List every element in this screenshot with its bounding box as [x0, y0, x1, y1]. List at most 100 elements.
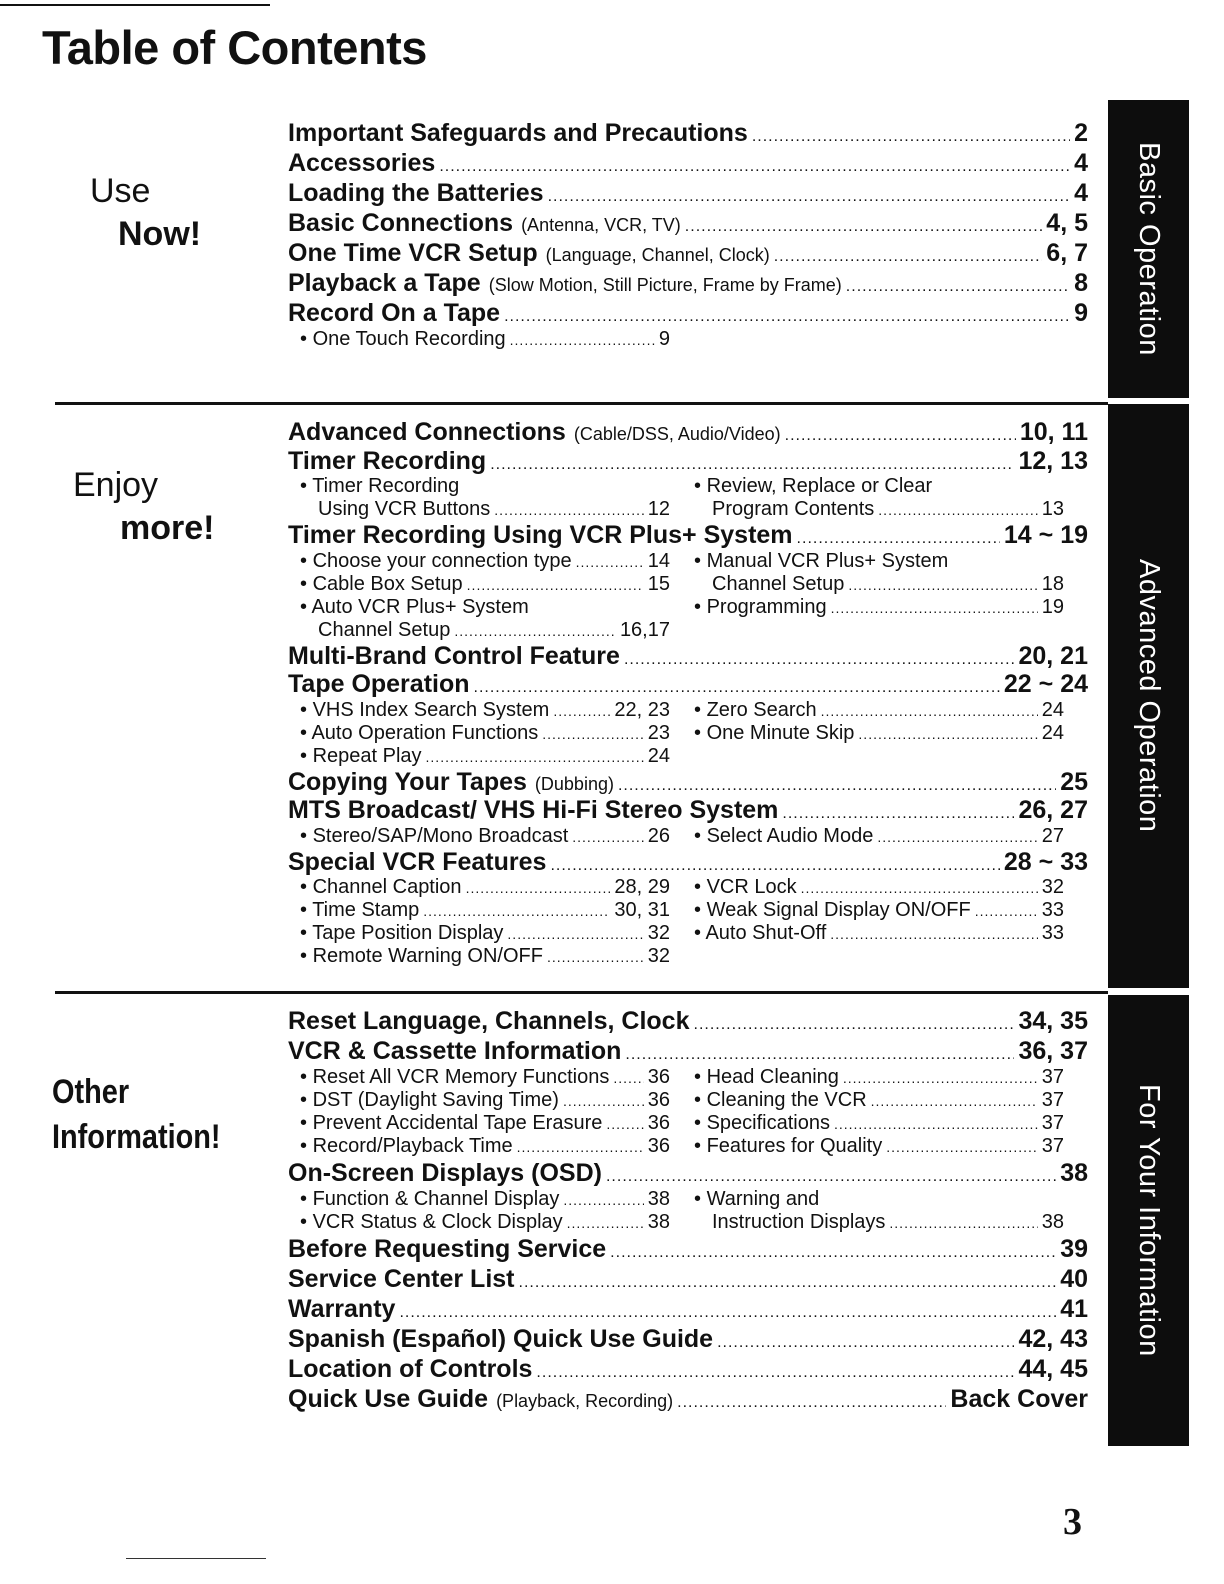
toc-subentry[interactable]: • Head Cleaning 37 — [694, 1066, 1064, 1090]
entry-page: 26, 27 — [1018, 796, 1088, 824]
toc-subentry[interactable]: • Reset All VCR Memory Functions 36 — [300, 1066, 670, 1090]
toc-entry[interactable]: Playback a Tape (Slow Motion, Still Pictu… — [288, 268, 1088, 298]
toc-subentry[interactable]: • VCR Status & Clock Display 38 — [300, 1211, 670, 1235]
toc-subentry[interactable]: • Tape Position Display 32 — [300, 922, 670, 946]
toc-entry[interactable]: Advanced Connections (Cable/DSS, Audio/Vi… — [288, 418, 1088, 447]
bullet: • — [300, 899, 313, 921]
toc-entry[interactable]: Tape Operation 22 ~ 24 — [288, 670, 1088, 699]
subentry-page: 33 — [1041, 922, 1064, 944]
entry-title: Warranty — [288, 1295, 396, 1323]
bullet: • — [300, 945, 313, 967]
subentry-label: Programming — [706, 595, 827, 618]
subentry-text: • Features for Quality — [694, 1135, 882, 1158]
toc-subentry-row: • DST (Daylight Saving Time) 36 • Cleaning… — [288, 1089, 1088, 1112]
toc-entry[interactable]: Important Safeguards and Precautions 2 — [288, 118, 1088, 148]
toc-entry[interactable]: Record On a Tape 9 — [288, 298, 1088, 328]
toc-entry[interactable]: Loading the Batteries 4 — [288, 178, 1088, 208]
toc-entry[interactable]: On-Screen Displays (OSD) 38 — [288, 1158, 1088, 1188]
toc-subentry[interactable]: • One Touch Recording 9 — [300, 328, 670, 352]
entry-page: 4, 5 — [1046, 209, 1088, 237]
toc-entry[interactable]: Reset Language, Channels, Clock 34, 35 — [288, 1006, 1088, 1036]
toc-entry[interactable]: VCR & Cassette Information 36, 37 — [288, 1036, 1088, 1066]
toc-subentry[interactable]: • Programming 19 — [694, 596, 1064, 620]
toc-entry[interactable]: Location of Controls 44, 45 — [288, 1354, 1088, 1384]
toc-subentry[interactable]: • Features for Quality 37 — [694, 1135, 1064, 1159]
toc-entry[interactable]: Accessories 4 — [288, 148, 1088, 178]
toc-subentry-row: • VCR Status & Clock Display38 Instructio… — [288, 1211, 1088, 1234]
subentry-label: Record/Playback Time — [312, 1135, 513, 1157]
toc-subentry[interactable]: • Zero Search 24 — [694, 699, 1064, 723]
toc-subentry[interactable]: • Remote Warning ON/OFF 32 — [300, 945, 670, 969]
subentry-text: Instruction Displays — [694, 1211, 885, 1234]
subentry-text: • Channel Caption — [300, 876, 462, 899]
toc-subentry[interactable]: • Function & Channel Display 38 — [300, 1188, 670, 1212]
toc-subentry[interactable]: Program Contents 13 — [694, 498, 1064, 522]
entry-page: 12, 13 — [1018, 446, 1088, 475]
toc-subentry[interactable]: • DST (Daylight Saving Time) 36 — [300, 1089, 670, 1113]
subentry-text: • VCR Status & Clock Display — [300, 1211, 563, 1234]
dot-leader — [576, 551, 644, 574]
toc-subentry-row: • Record/Playback Time 36 • Features for Q… — [288, 1135, 1088, 1158]
toc-subentry[interactable]: • Specifications 37 — [694, 1112, 1064, 1136]
toc-subentry[interactable]: • Warning and — [694, 1188, 1064, 1211]
subentry-label: One Minute Skip — [706, 721, 855, 744]
toc-entry[interactable]: Copying Your Tapes (Dubbing) 25 — [288, 768, 1088, 797]
toc-subentry[interactable]: • Auto Shut-Off 33 — [694, 922, 1064, 946]
toc-subentry-row: Using VCR Buttons 12 Program Contents 13 — [288, 498, 1088, 521]
toc-subentry[interactable]: • Prevent Accidental Tape Erasure 36 — [300, 1112, 670, 1136]
toc-subentry[interactable]: Instruction Displays 38 — [694, 1211, 1064, 1235]
toc-entry[interactable]: Special VCR Features 28 ~ 33 — [288, 848, 1088, 877]
subentry-page: 36 — [647, 1112, 670, 1134]
toc-subentry[interactable]: • Review, Replace or Clear — [694, 475, 1064, 498]
toc-entry[interactable]: Service Center List 40 — [288, 1264, 1088, 1294]
toc-subentry[interactable]: • Channel Caption 28, 29 — [300, 876, 670, 900]
subentry-page: 14 — [647, 549, 670, 572]
entry-title: Copying Your Tapes — [288, 767, 527, 796]
toc-entry[interactable]: Before Requesting Service 39 — [288, 1234, 1088, 1264]
toc-subentry[interactable]: Channel Setup 18 — [694, 573, 1064, 597]
toc-subentry[interactable]: • Repeat Play 24 — [300, 745, 670, 769]
toc-subentry[interactable]: • VCR Lock 32 — [694, 876, 1064, 900]
toc-subentry[interactable]: • Stereo/SAP/Mono Broadcast 26 — [300, 825, 670, 849]
subentry-page: 24 — [1041, 698, 1064, 721]
toc-subentry[interactable]: • Auto Operation Functions 23 — [300, 722, 670, 746]
subentry-page: 23 — [647, 721, 670, 744]
entry-page: 25 — [1060, 767, 1088, 796]
toc-entry[interactable]: MTS Broadcast/ VHS Hi-Fi Stereo System 26… — [288, 796, 1088, 825]
subentry-text: • Warning and — [694, 1188, 819, 1211]
toc-entry[interactable]: One Time VCR Setup (Language, Channel, Cl… — [288, 238, 1088, 268]
toc-entry[interactable]: Basic Connections (Antenna, VCR, TV) 4, 5 — [288, 208, 1088, 238]
toc-subentry[interactable]: • Timer Recording — [300, 475, 670, 498]
subentry-label: Channel Caption — [312, 876, 462, 898]
toc-subentry[interactable]: • One Minute Skip 24 — [694, 722, 1064, 746]
section-advanced-operation: Advanced Connections (Cable/DSS, Audio/Vi… — [288, 418, 1088, 968]
toc-subentry[interactable]: Using VCR Buttons 12 — [300, 498, 670, 522]
toc-subentry[interactable]: • VHS Index Search System 22, 23 — [300, 699, 670, 723]
dot-leader — [830, 923, 1037, 946]
toc-subentry[interactable]: • Manual VCR Plus+ System — [694, 550, 1064, 573]
toc-subentry[interactable]: • Record/Playback Time 36 — [300, 1135, 670, 1159]
toc-entry[interactable]: Warranty 41 — [288, 1294, 1088, 1324]
toc-entry[interactable]: Spanish (Español) Quick Use Guide 42, 43 — [288, 1324, 1088, 1354]
toc-entry[interactable]: Multi-Brand Control Feature 20, 21 — [288, 642, 1088, 671]
toc-subentry[interactable]: • Time Stamp 30, 31 — [300, 899, 670, 923]
bullet: • — [300, 721, 312, 744]
toc-subentry[interactable]: • Choose your connection type 14 — [300, 550, 670, 574]
toc-subentry[interactable]: • Select Audio Mode 27 — [694, 825, 1064, 849]
toc-entry[interactable]: Quick Use Guide (Playback, Recording) Back… — [288, 1384, 1088, 1414]
subentry-page: 37 — [1041, 1135, 1064, 1157]
page-title: Table of Contents — [42, 21, 427, 74]
toc-subentry[interactable]: Channel Setup 16,17 — [300, 619, 670, 643]
toc-subentry[interactable]: • Weak Signal Display ON/OFF 33 — [694, 899, 1064, 923]
toc-subentry[interactable]: • Cable Box Setup 15 — [300, 573, 670, 597]
toc-subentry[interactable]: • Auto VCR Plus+ System — [300, 596, 670, 619]
toc-entry[interactable]: Timer Recording 12, 13 — [288, 447, 1088, 476]
bullet: • — [694, 876, 707, 898]
subentry-page: 30, 31 — [614, 899, 670, 921]
toc-subentry[interactable]: • Cleaning the VCR 37 — [694, 1089, 1064, 1113]
section-label-enjoy: Enjoy — [73, 466, 159, 504]
subentry-label: Stereo/SAP/Mono Broadcast — [312, 824, 569, 847]
subentry-text: • Auto Operation Functions — [300, 722, 538, 745]
toc-entry[interactable]: Timer Recording Using VCR Plus+ System 14… — [288, 521, 1088, 550]
entry-page: 39 — [1060, 1235, 1088, 1263]
